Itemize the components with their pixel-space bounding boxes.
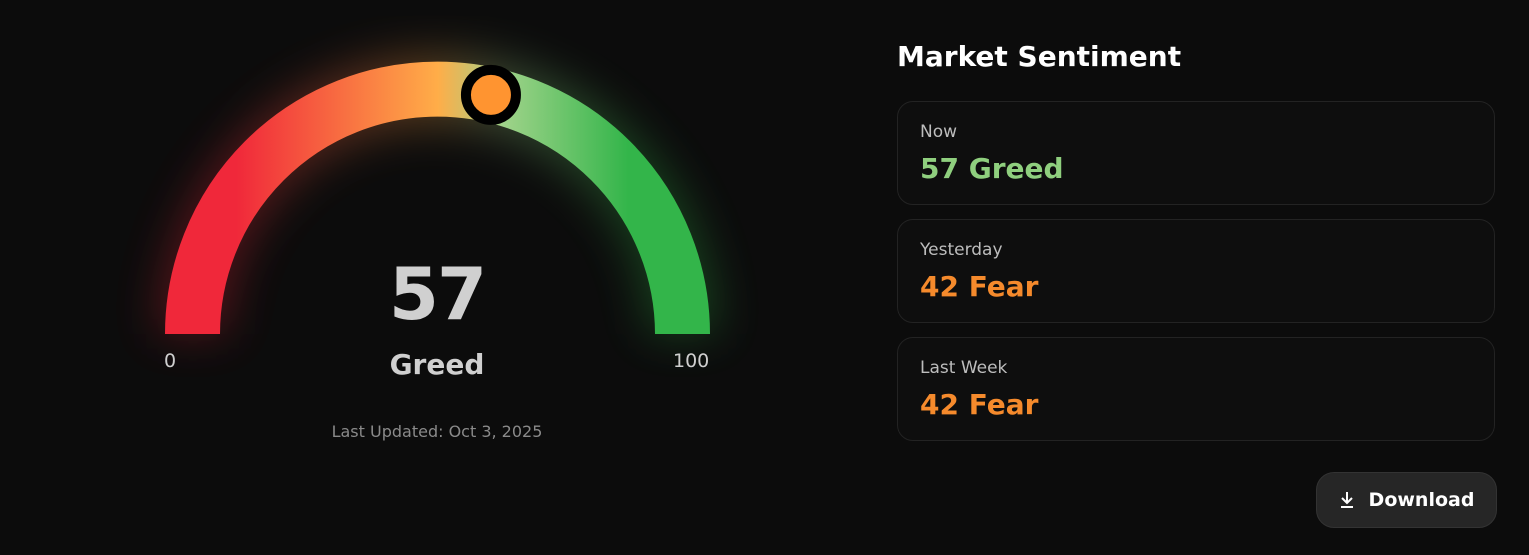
sentiment-card-now: Now 57 Greed [897,101,1495,205]
gauge-arc [165,61,710,335]
card-value: 42 Fear [920,270,1039,303]
fear-greed-gauge [157,54,718,335]
last-updated: Last Updated: Oct 3, 2025 [287,422,587,441]
card-value: 42 Fear [920,388,1039,421]
section-title: Market Sentiment [897,40,1182,73]
last-updated-date: Oct 3, 2025 [448,422,543,441]
download-button[interactable]: Download [1316,472,1497,528]
card-label: Now [920,122,958,142]
last-updated-label: Last Updated: [331,422,444,441]
sentiment-card-last-week: Last Week 42 Fear [897,337,1495,441]
download-label: Download [1368,489,1475,511]
gauge-value: 57 [388,252,487,336]
sentiment-card-yesterday: Yesterday 42 Fear [897,219,1495,323]
gauge-sentiment-label: Greed [389,348,485,381]
gauge-min-label: 0 [164,350,177,372]
gauge-max-label: 100 [673,350,710,372]
card-label: Last Week [920,358,1008,378]
card-value: 57 Greed [920,152,1064,185]
gauge-needle-knob [460,64,521,125]
card-label: Yesterday [920,240,1003,260]
download-icon [1340,492,1353,508]
